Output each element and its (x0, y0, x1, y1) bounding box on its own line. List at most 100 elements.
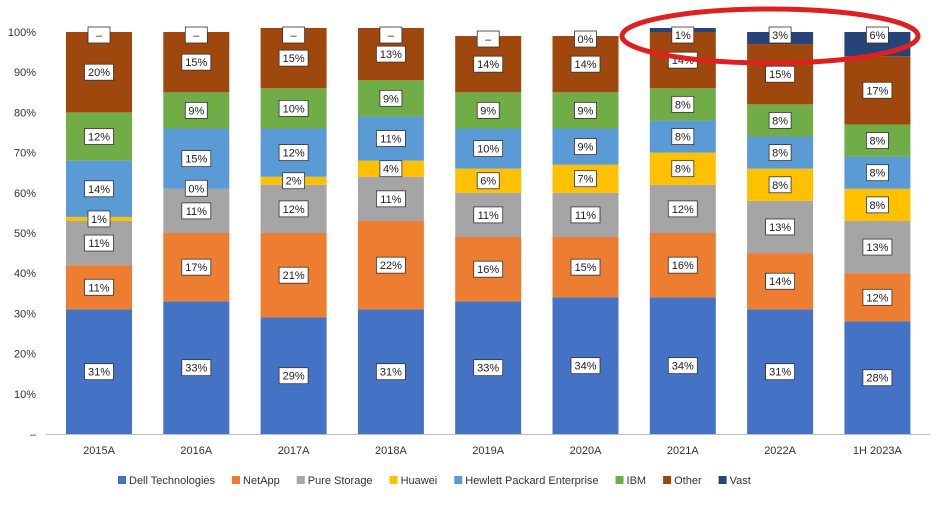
legend-entry: Hewlett Packard Enterprise (465, 475, 598, 487)
data-label: 34% (672, 361, 694, 373)
data-label-box (667, 200, 698, 218)
data-label: 11% (575, 210, 596, 222)
data-label-box (862, 288, 893, 306)
data-label: 29% (283, 371, 305, 383)
data-label: 11% (186, 206, 207, 218)
legend-entry: Other (674, 475, 702, 487)
data-label-box (768, 144, 792, 162)
data-label-box (375, 363, 406, 381)
data-label-box (87, 210, 111, 228)
data-label-box (866, 164, 889, 182)
data-label-box (375, 190, 406, 208)
data-label-box (278, 144, 309, 162)
data-label-box (278, 99, 309, 117)
data-label-box (184, 101, 208, 119)
x-tick-label: 2022A (764, 445, 796, 457)
data-label: 31% (88, 367, 110, 379)
data-label-box (476, 172, 500, 190)
data-label: – (388, 30, 395, 42)
plot-area: 31% 11% 11% 1% 14% 12% 20% – 33% 17% 11% 0% 15% 9% 15%… (66, 26, 911, 434)
data-label: 8% (869, 200, 885, 212)
data-label-box (765, 65, 795, 83)
data-label: – (291, 30, 298, 42)
data-label: 9% (480, 105, 496, 117)
data-label-box (862, 81, 893, 99)
data-label-box (84, 234, 114, 252)
data-label-box (278, 49, 309, 67)
data-label: 10% (477, 144, 499, 156)
data-label: 13% (769, 222, 791, 234)
data-label-box (473, 260, 504, 278)
data-label: 1% (675, 30, 691, 42)
data-label: 12% (88, 132, 110, 144)
legend-swatch (389, 476, 398, 484)
data-label: 15% (283, 53, 305, 65)
data-label: 9% (188, 105, 204, 117)
data-label: 8% (869, 168, 885, 180)
data-label: 14% (477, 59, 499, 71)
data-label-box (768, 26, 792, 44)
data-label: 22% (380, 260, 402, 272)
legend-swatch (296, 476, 305, 484)
data-label-box (473, 359, 504, 377)
data-label: 8% (772, 148, 788, 160)
data-label: 14% (769, 276, 791, 288)
data-label-box (181, 53, 212, 71)
data-label: 15% (769, 69, 791, 81)
data-label-box (765, 218, 795, 236)
y-tick-label: 50% (14, 228, 36, 240)
legend-swatch (118, 476, 126, 484)
data-label-box (667, 256, 698, 274)
data-label: 11% (88, 282, 109, 294)
data-label: 2% (286, 176, 302, 188)
data-label-box (671, 95, 695, 113)
data-label: 12% (283, 204, 305, 216)
data-label: 9% (383, 93, 399, 105)
data-label: 34% (574, 361, 596, 373)
data-label: 6% (869, 30, 885, 42)
data-label-box (84, 363, 114, 381)
data-label: 9% (578, 105, 594, 117)
y-tick-label: 90% (14, 67, 36, 79)
legend-swatch (454, 476, 463, 484)
y-tick-label: 100% (8, 27, 36, 39)
data-label: 8% (675, 99, 691, 111)
data-label-box (765, 272, 795, 290)
data-label-box (476, 30, 500, 48)
legend-entry: Huawei (401, 475, 438, 487)
y-tick-label: – (30, 429, 37, 441)
data-label: 16% (672, 260, 694, 272)
data-label-box (473, 206, 504, 224)
data-label-box (181, 150, 212, 168)
data-label: 15% (185, 57, 207, 69)
data-label: – (485, 34, 492, 46)
data-label: 10% (283, 103, 305, 115)
data-label: 14% (574, 59, 596, 71)
data-label-box (375, 130, 406, 147)
x-tick-label: 2016A (180, 445, 212, 457)
highlight-ellipse (619, 6, 921, 66)
data-label: 11% (478, 210, 499, 222)
data-label: 11% (88, 238, 109, 250)
data-label: 6% (480, 176, 496, 188)
data-label: 8% (675, 164, 691, 176)
data-label: 11% (380, 134, 401, 146)
x-tick-label: 2021A (667, 445, 699, 457)
data-label-box (84, 278, 114, 296)
data-label: 0% (578, 34, 594, 46)
data-label: 4% (383, 164, 399, 176)
data-label: 12% (283, 148, 305, 160)
data-label-box (574, 101, 597, 119)
data-label: 33% (477, 363, 499, 375)
data-label-box (84, 63, 114, 81)
data-label-box (862, 369, 893, 387)
legend-swatch (615, 476, 624, 484)
legend-entry: Dell Technologies (129, 475, 216, 487)
data-label: 0% (188, 183, 204, 195)
data-label-box (84, 128, 114, 145)
data-label-box (375, 256, 406, 274)
x-axis: 2015A 2016A 2017A 2018A 2019A 2020A 2021A 2022A… (83, 445, 902, 457)
data-label: 8% (772, 115, 788, 127)
y-tick-label: 80% (14, 107, 36, 119)
